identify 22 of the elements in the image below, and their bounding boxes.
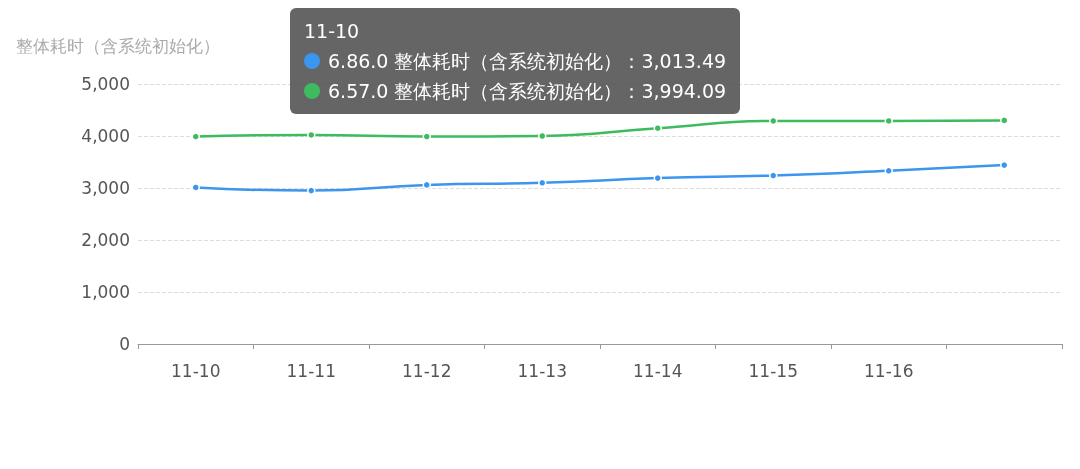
x-tick-label: 11-13 (517, 360, 567, 381)
x-tick-label: 11-12 (402, 360, 452, 381)
text: 6.86.0 整体耗时（含系统初始化）：3,013.49 (328, 49, 727, 74)
y-tick-label: 2,000 (81, 230, 130, 250)
point (769, 171, 778, 180)
point (422, 132, 431, 141)
x-tick-label: 11-15 (748, 360, 798, 381)
text: 11-10 (304, 19, 360, 44)
x-tick-label: 11-11 (286, 360, 336, 381)
annotation: 6.57.0 整体耗时（含系统初始化）：3,994.09 (328, 79, 727, 104)
y-tick-label: 0 (119, 334, 130, 354)
x-tick-label: 11-14 (633, 360, 683, 381)
y-tick-label: 1,000 (81, 282, 130, 302)
x-tick-label: 11-10 (171, 360, 221, 381)
point (191, 132, 200, 141)
point (307, 186, 316, 195)
y-tick-label: 4,000 (81, 126, 130, 146)
y-tick-label: 5,000 (81, 74, 130, 94)
x-tick-label: 11-16 (864, 360, 914, 381)
y-axis-title: 整体耗时（含系统初始化） (16, 35, 220, 56)
y-tick-label: 3,000 (81, 178, 130, 198)
point (191, 183, 200, 192)
